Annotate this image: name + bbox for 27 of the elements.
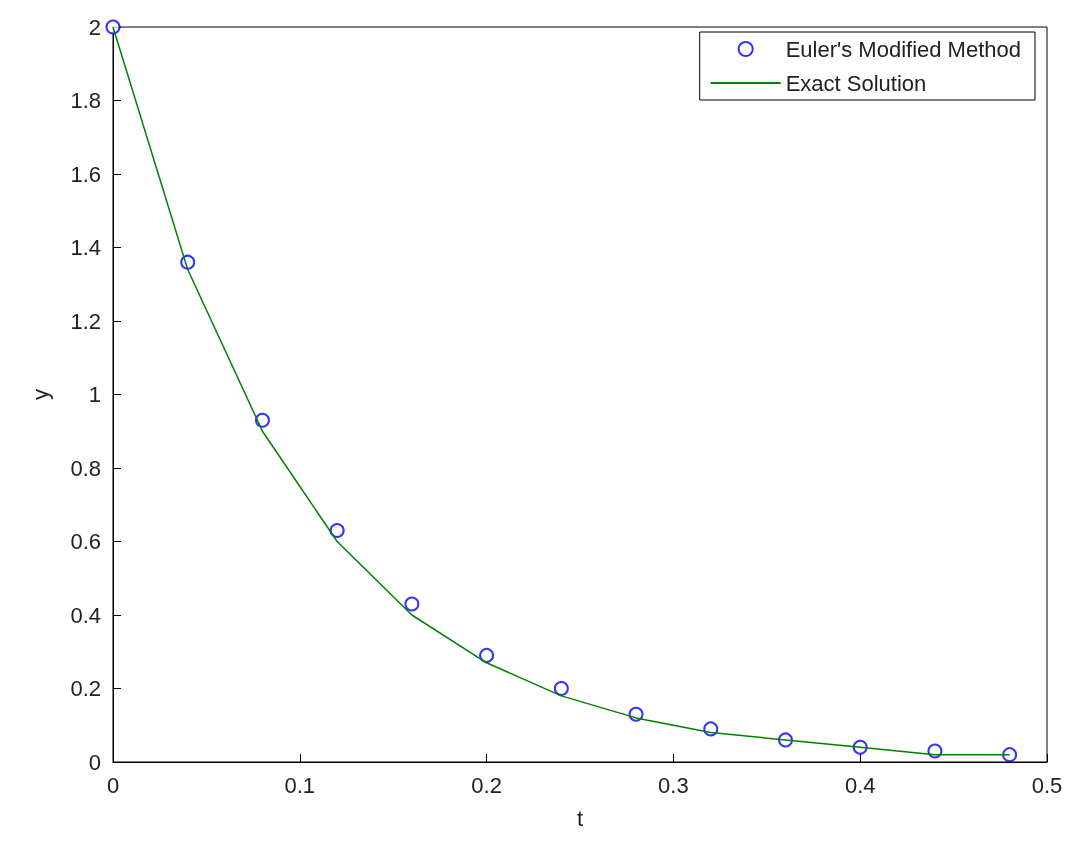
legend-label: Exact Solution: [785, 70, 927, 96]
y-tick-label: 1.8: [70, 88, 101, 113]
x-tick-label: 0.2: [471, 772, 502, 798]
point: [329, 522, 345, 538]
y-tick-label: 0.6: [70, 529, 101, 554]
x-tick-label: 0.4: [844, 772, 876, 798]
x-tick-label: 0: [106, 772, 120, 798]
point: [479, 647, 495, 663]
point: [404, 596, 420, 612]
x-tick-label: 0.1: [284, 772, 316, 798]
y-tick-label: 0: [88, 749, 101, 775]
y-tick-label: 0.8: [70, 455, 101, 481]
x-axis-title: t: [576, 805, 584, 831]
point: [553, 681, 569, 696]
y-tick-label: 0.4: [70, 602, 101, 628]
y-tick-label: 1: [88, 382, 101, 407]
y-tick-label: 0.2: [70, 676, 101, 701]
y-tick-label: 1.2: [70, 308, 101, 334]
y-axis-title: y: [27, 389, 53, 400]
point: [927, 743, 943, 759]
x-tick-label: 0.5: [1031, 772, 1063, 798]
legend-label: Euler's Modified Method: [785, 36, 1022, 62]
y-tick-label: 2: [88, 14, 101, 40]
x-tick-label: 0.3: [658, 772, 689, 798]
y-tick-label: 1.4: [70, 235, 101, 260]
point: [1002, 747, 1018, 763]
y-tick-label: 1.6: [70, 161, 101, 187]
